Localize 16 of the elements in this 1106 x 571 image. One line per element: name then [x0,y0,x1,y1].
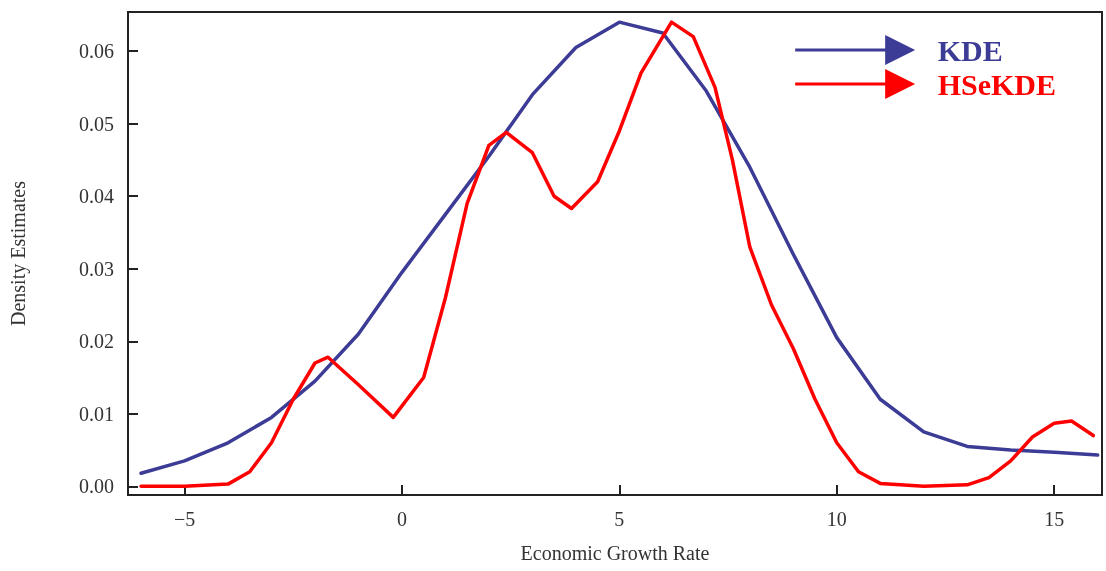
x-tick-label: 5 [614,508,625,530]
y-tick-label: 0.02 [79,330,114,353]
y-tick-label: 0.04 [79,185,114,208]
y-tick-label: 0.01 [79,402,114,425]
legend-label: KDE [937,33,1003,67]
x-tick-label: 0 [396,508,407,530]
y-tick-label: 0.00 [79,475,114,498]
y-tick-label: 0.05 [79,112,114,135]
x-tick-label: −5 [173,508,196,530]
y-tick-label: 0.03 [79,257,114,280]
legend-label: HSeKDE [937,67,1057,101]
x-axis-title: Economic Growth Rate [520,542,710,564]
y-tick-label: 0.06 [79,40,114,63]
x-tick-label: 10 [826,508,847,530]
x-tick-label: 15 [1044,508,1065,530]
y-axis-title: Density Estimates [7,180,30,326]
